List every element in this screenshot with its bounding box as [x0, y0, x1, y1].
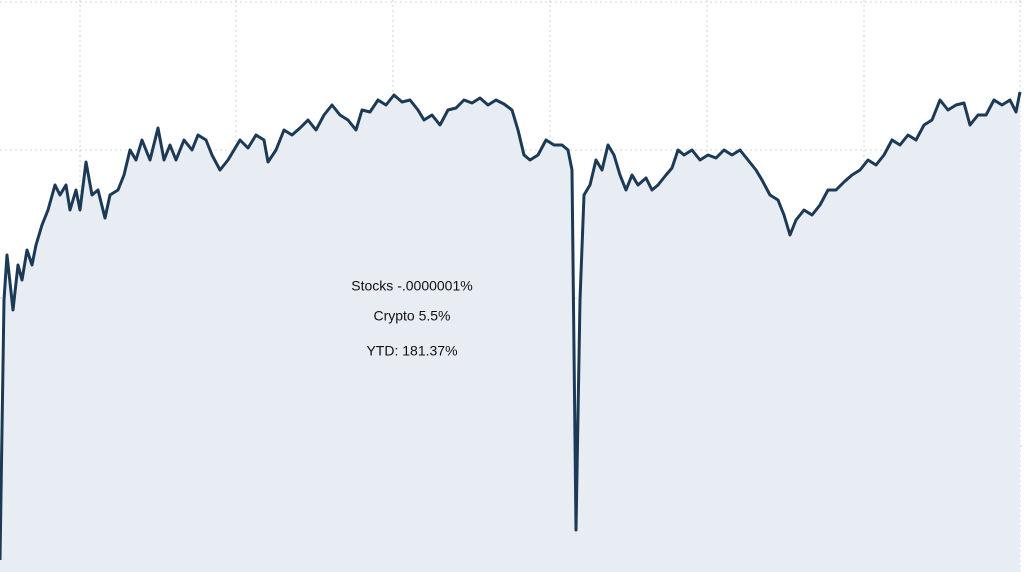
- annotation: Stocks -.0000001%: [351, 278, 472, 294]
- series: [0, 91, 1022, 572]
- line: [0, 91, 1022, 561]
- area: [0, 92, 1020, 572]
- annotation: Crypto 5.5%: [373, 308, 450, 324]
- annotation: YTD: 181.37%: [366, 343, 457, 359]
